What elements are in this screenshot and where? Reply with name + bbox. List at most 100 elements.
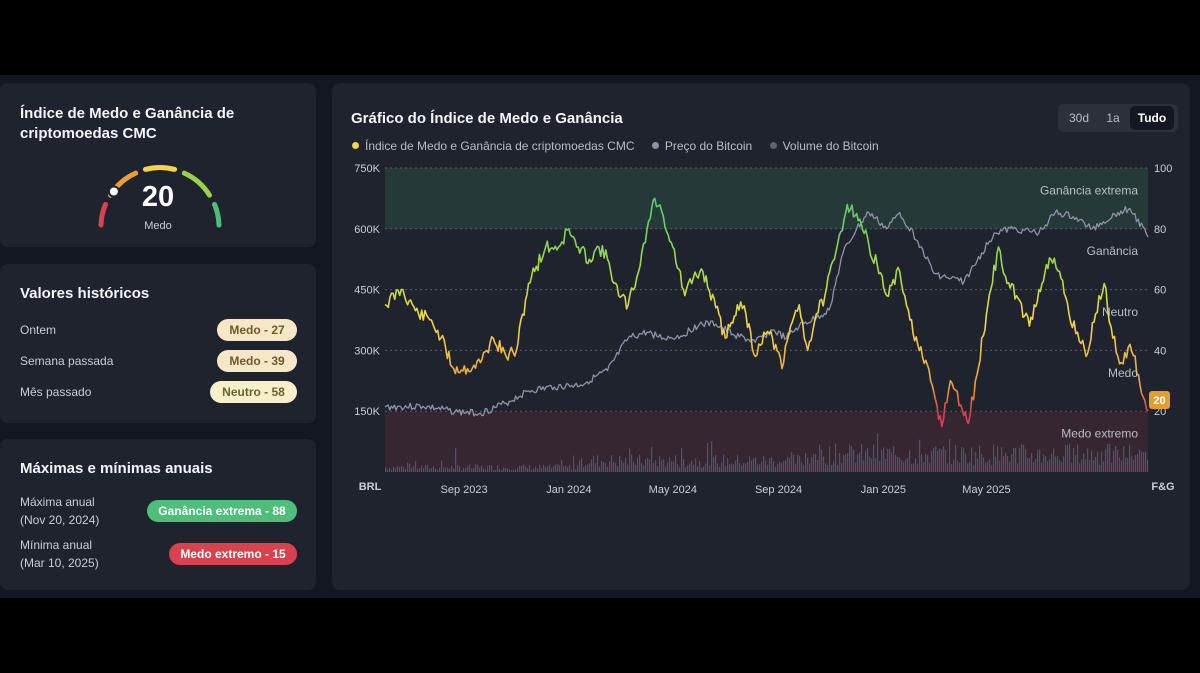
volume-bar — [391, 469, 393, 472]
volume-bar — [473, 467, 475, 472]
legend-item-btc-volume[interactable]: Volume do Bitcoin — [769, 139, 879, 153]
legend-label-fear-greed: Índice de Medo e Ganância de criptomoeda… — [365, 139, 635, 153]
zone-band-extreme-fear — [385, 412, 1148, 472]
volume-bar — [1035, 458, 1037, 472]
volume-bar — [399, 467, 401, 472]
volume-bar — [1085, 459, 1087, 472]
volume-bar — [675, 455, 677, 472]
history-row-last-month-badge: Neutro - 58 — [210, 381, 297, 403]
volume-bar — [467, 465, 469, 472]
annual-title: Máximas e mínimas anuais — [20, 460, 213, 477]
volume-bar — [435, 468, 437, 472]
left-axis-label: BRL — [359, 481, 382, 493]
volume-bar — [1033, 461, 1035, 472]
volume-bar — [741, 465, 743, 472]
volume-bar — [859, 452, 861, 472]
volume-bar — [1103, 461, 1105, 472]
volume-bar — [637, 457, 639, 472]
volume-bar — [973, 465, 975, 472]
volume-bar — [497, 465, 499, 472]
volume-bar — [933, 448, 935, 472]
volume-bar — [587, 464, 589, 472]
volume-bar — [747, 462, 749, 472]
volume-bar — [1095, 457, 1097, 472]
annual-min-label: Mínima anual — [20, 538, 93, 552]
volume-bar — [557, 464, 559, 472]
volume-bar — [493, 469, 495, 472]
gauge-value: 20 — [141, 181, 175, 213]
volume-bar — [1097, 451, 1099, 472]
volume-bar — [547, 466, 549, 472]
volume-bar — [937, 450, 939, 472]
volume-bar — [1073, 447, 1075, 472]
volume-bar — [437, 469, 439, 472]
volume-bar — [405, 469, 407, 472]
volume-bar — [837, 464, 839, 472]
volume-bar — [1041, 462, 1043, 472]
volume-bar — [639, 454, 641, 472]
volume-bar — [873, 444, 875, 472]
volume-bar — [389, 467, 391, 472]
volume-bar — [883, 447, 885, 472]
volume-bar — [791, 452, 793, 472]
history-row-yesterday-badge: Medo - 27 — [217, 319, 297, 341]
volume-bar — [589, 463, 591, 472]
volume-bar — [461, 470, 463, 472]
volume-bar — [673, 461, 675, 472]
volume-bar — [659, 456, 661, 472]
volume-bar — [907, 457, 909, 472]
left-tick-0: 750K — [354, 163, 380, 175]
volume-bar — [1121, 460, 1123, 472]
volume-bar — [385, 467, 387, 472]
volume-bar — [965, 453, 967, 472]
volume-bar — [713, 457, 715, 472]
volume-bar — [715, 455, 717, 472]
volume-bar — [553, 465, 555, 472]
volume-bar — [995, 456, 997, 472]
volume-bar — [1001, 447, 1003, 472]
legend-item-btc-price[interactable]: Preço do Bitcoin — [651, 139, 752, 153]
volume-bar — [663, 459, 665, 472]
range-all-button[interactable]: Tudo — [1130, 106, 1174, 130]
annual-max-date: (Nov 20, 2024) — [20, 513, 100, 527]
annual-min-badge: Medo extremo - 15 — [169, 543, 297, 565]
volume-bar — [515, 469, 517, 472]
range-1a-button[interactable]: 1a — [1106, 111, 1120, 125]
volume-bar — [947, 463, 949, 472]
volume-bar — [503, 467, 505, 472]
volume-bar — [891, 452, 893, 472]
volume-bar — [1145, 452, 1147, 472]
chart-card: Gráfico do Índice de Medo e Ganância 30d… — [332, 83, 1190, 590]
x-tick-0: Sep 2023 — [440, 484, 487, 496]
volume-bar — [1011, 454, 1013, 472]
volume-bar — [831, 465, 833, 472]
volume-bar — [751, 460, 753, 472]
volume-bar — [855, 462, 857, 472]
volume-bar — [1143, 452, 1145, 472]
volume-bar — [1115, 445, 1117, 472]
volume-bar — [893, 446, 895, 472]
volume-bar — [691, 460, 693, 472]
fear-greed-chart[interactable]: Ganância extrema Ganância Neutro Medo Medo e… — [332, 155, 1190, 575]
volume-bar — [519, 465, 521, 472]
annual-min-date: (Mar 10, 2025) — [20, 556, 99, 570]
zone-labels: Ganância extrema Ganância Neutro Medo Medo e… — [1040, 183, 1138, 440]
legend-item-fear-greed[interactable]: Índice de Medo e Ganância de criptomoeda… — [352, 139, 634, 153]
volume-bar — [717, 463, 719, 472]
volume-bar — [625, 457, 627, 472]
history-row-last-week-label: Semana passada — [20, 354, 114, 368]
volume-bar — [921, 454, 923, 472]
volume-bar — [571, 469, 573, 472]
volume-bar — [695, 458, 697, 472]
volume-bar — [491, 465, 493, 472]
zone-label-3: Medo — [1108, 366, 1138, 380]
volume-bar — [449, 468, 451, 472]
volume-bar — [479, 467, 481, 472]
volume-bar — [767, 464, 769, 472]
volume-bar — [1089, 460, 1091, 472]
volume-bar — [401, 466, 403, 472]
range-30d-button[interactable]: 30d — [1068, 111, 1090, 125]
volume-bar — [541, 467, 543, 472]
volume-bar — [573, 455, 575, 472]
right-tick-1: 80 — [1154, 224, 1166, 236]
